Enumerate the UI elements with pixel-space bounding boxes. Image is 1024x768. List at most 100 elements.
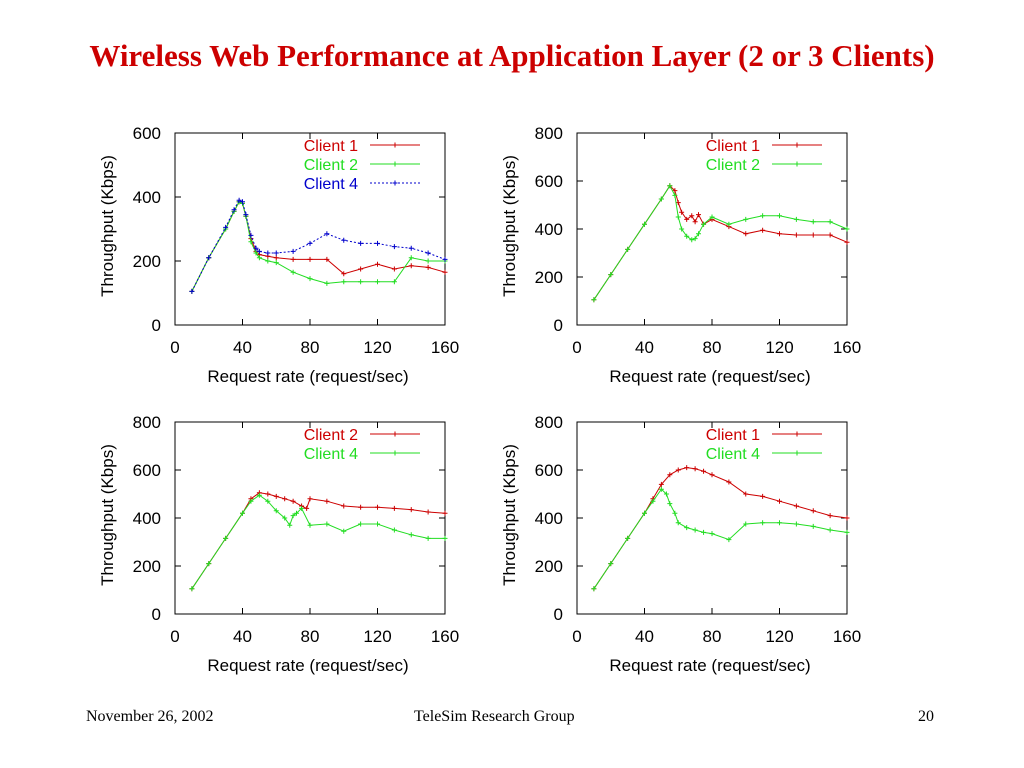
data-point (726, 479, 732, 485)
x-tick-label: 0 (170, 627, 179, 646)
data-point (591, 297, 597, 303)
data-point (307, 256, 313, 262)
series-line (191, 494, 445, 590)
x-tick-label: 0 (572, 627, 581, 646)
series-line (593, 184, 848, 301)
data-point (341, 271, 347, 277)
data-point (358, 521, 364, 527)
legend-label: Client 2 (304, 427, 358, 444)
data-point (408, 507, 414, 513)
data-point (375, 504, 380, 510)
data-point (240, 199, 245, 205)
data-point (760, 520, 766, 526)
y-axis-label: Throughput (Kbps) (98, 155, 117, 297)
data-point (256, 255, 262, 261)
y-tick-label: 200 (535, 557, 563, 576)
data-point (667, 472, 673, 478)
data-point (358, 504, 364, 510)
data-point (206, 255, 212, 261)
data-point (696, 231, 701, 237)
x-tick-label: 80 (703, 627, 722, 646)
data-point (672, 192, 678, 198)
data-point (236, 197, 242, 203)
x-tick-label: 0 (572, 338, 581, 357)
footer-page-number: 20 (918, 708, 934, 725)
data-point (294, 510, 299, 516)
data-point (692, 527, 698, 533)
series-client-4 (189, 492, 448, 592)
legend-label: Client 1 (304, 138, 358, 155)
data-point (726, 537, 732, 543)
y-tick-label: 600 (133, 124, 161, 143)
data-point (442, 535, 448, 541)
data-point (777, 498, 782, 504)
data-point (692, 219, 698, 225)
data-point (650, 498, 656, 504)
data-point (391, 505, 397, 511)
data-point (675, 520, 681, 526)
data-point (709, 214, 715, 220)
x-axis-label: Request rate (request/sec) (207, 367, 408, 386)
data-point (408, 255, 414, 261)
x-tick-label: 160 (431, 627, 459, 646)
legend-marker (794, 431, 800, 437)
legend-marker (392, 161, 398, 167)
x-tick-label: 0 (170, 338, 179, 357)
data-point (658, 486, 664, 492)
data-point (290, 513, 296, 519)
data-point (391, 527, 397, 533)
data-point (391, 244, 397, 250)
data-point (625, 246, 631, 252)
data-point (273, 255, 279, 261)
y-tick-label: 400 (133, 509, 161, 528)
data-point (777, 231, 782, 237)
data-point (827, 527, 833, 533)
series-line (191, 492, 446, 590)
data-point (273, 260, 279, 266)
data-point (684, 233, 690, 239)
data-point (793, 521, 799, 527)
data-point (667, 501, 673, 507)
data-point (760, 213, 766, 219)
data-point (689, 213, 695, 219)
data-point (684, 216, 690, 222)
x-tick-label: 120 (363, 627, 391, 646)
data-point (658, 196, 664, 202)
data-point (375, 279, 380, 285)
data-point (667, 183, 673, 189)
legend-marker (392, 450, 398, 456)
data-point (642, 221, 647, 227)
data-point (709, 472, 715, 478)
data-point (810, 508, 816, 514)
x-tick-label: 80 (301, 627, 320, 646)
legend-marker (794, 142, 800, 148)
y-tick-label: 200 (535, 268, 563, 287)
data-point (827, 232, 833, 238)
data-point (273, 250, 279, 256)
data-point (701, 221, 707, 227)
y-tick-label: 600 (133, 461, 161, 480)
y-tick-label: 0 (554, 316, 563, 335)
data-point (273, 493, 279, 499)
data-point (696, 212, 701, 218)
data-point (265, 491, 271, 497)
data-point (189, 288, 195, 294)
series-line (191, 201, 445, 292)
y-tick-label: 0 (152, 605, 161, 624)
data-point (324, 280, 330, 286)
data-point (793, 216, 799, 222)
footer-date: November 26, 2002 (86, 708, 214, 725)
data-point (743, 216, 749, 222)
data-point (827, 513, 833, 519)
data-point (341, 237, 347, 243)
data-point (743, 491, 749, 497)
legend-label: Client 1 (706, 427, 760, 444)
data-point (692, 236, 698, 242)
y-tick-label: 800 (133, 413, 161, 432)
y-axis-label: Throughput (Kbps) (98, 444, 117, 586)
legend-marker (392, 180, 398, 186)
legend-marker (392, 142, 398, 148)
data-point (810, 219, 816, 225)
data-point (760, 493, 766, 499)
